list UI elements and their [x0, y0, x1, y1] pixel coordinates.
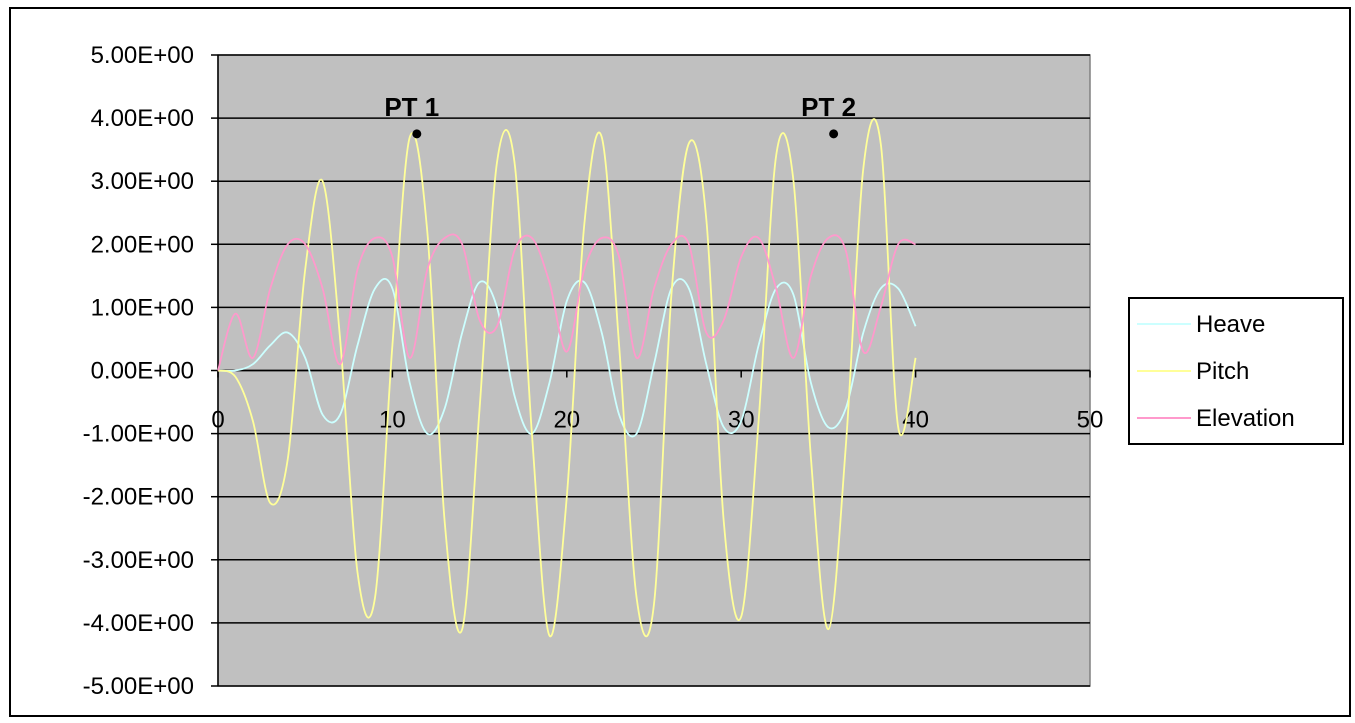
x-axis: 0 10 20 30 40 50: [211, 369, 1104, 434]
y-tick-label: 0.00E+00: [91, 358, 194, 385]
y-tick-label: 4.00E+00: [91, 105, 194, 132]
y-tick-label: 3.00E+00: [91, 168, 194, 195]
y-tick-label: 2.00E+00: [91, 231, 194, 258]
x-tick-label: 50: [1077, 407, 1104, 434]
y-tick-label: -2.00E+00: [83, 484, 194, 511]
x-tick-label: 10: [379, 407, 406, 434]
x-tick-label: 20: [553, 407, 580, 434]
x-tick-label: 0: [211, 407, 224, 434]
y-tick-label: -3.00E+00: [83, 547, 194, 574]
legend-label: Elevation: [1196, 405, 1295, 432]
annotation-point: [412, 129, 422, 139]
annotations: PT 1 PT 2: [384, 92, 856, 139]
y-axis: 5.00E+00 4.00E+00 3.00E+00 2.00E+00 1.00E+00…: [83, 42, 219, 700]
series-line-elevation: [217, 233, 916, 371]
y-tick-label: -4.00E+00: [83, 610, 194, 637]
annotation-label: PT 2: [801, 92, 856, 122]
legend-label: Heave: [1196, 311, 1265, 338]
legend-label: Pitch: [1196, 358, 1249, 385]
y-tick-label: -5.00E+00: [83, 673, 194, 700]
series-line-heave: [217, 278, 917, 438]
legend: Heave Pitch Elevation: [1128, 297, 1344, 445]
annotation-label: PT 1: [384, 92, 439, 122]
y-tick-label: -1.00E+00: [83, 421, 194, 448]
annotation-point: [829, 129, 839, 139]
y-tick-label: 5.00E+00: [91, 42, 194, 69]
y-tick-label: 1.00E+00: [91, 294, 194, 321]
series-lines: [217, 118, 917, 638]
series-line-pitch: [217, 118, 917, 638]
